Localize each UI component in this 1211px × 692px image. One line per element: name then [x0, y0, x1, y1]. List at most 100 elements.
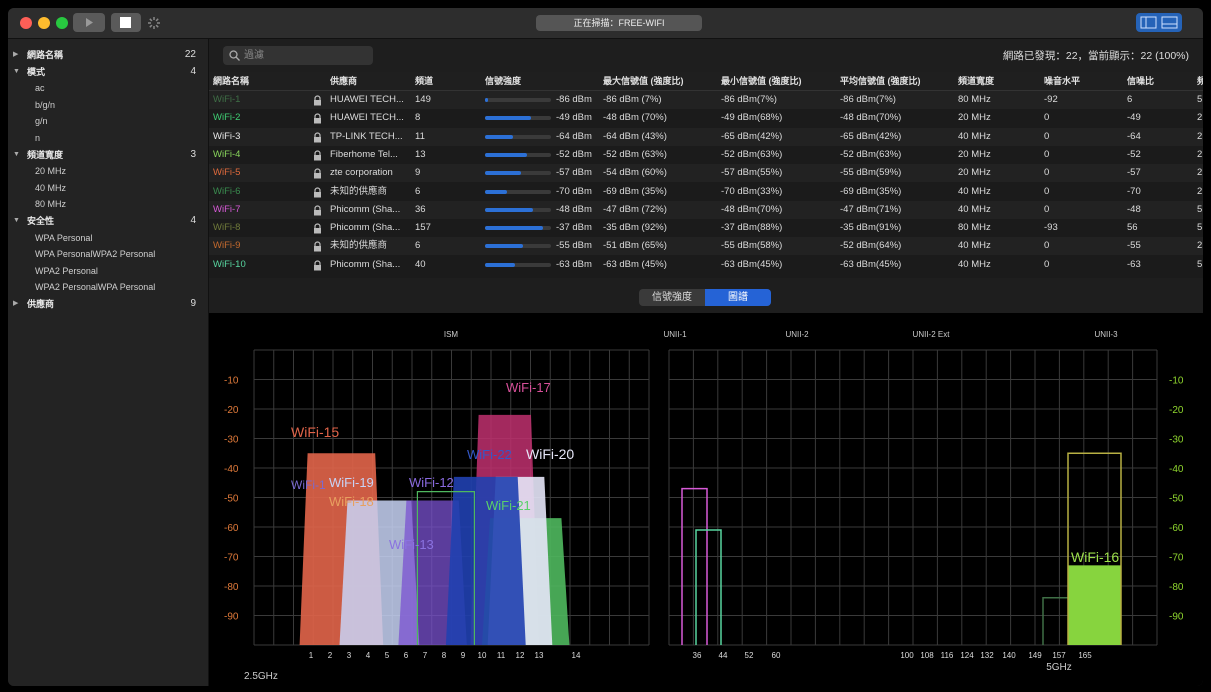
zoom-button[interactable] [56, 17, 68, 29]
disclosure-open-icon[interactable]: ▼ [13, 67, 20, 75]
disclosure-closed-icon[interactable]: ▶ [13, 51, 19, 58]
table-row[interactable]: WiFi-8 Phicomm (Sha... 157 -37 dBm -35 dBm (… [209, 219, 1203, 238]
column-header[interactable]: 平均信號值 (強度比) [840, 76, 921, 86]
series-label: WiFi-1 [291, 478, 326, 492]
column-header[interactable]: 頻 [1197, 76, 1203, 86]
y-tick-label-right: -20 [1169, 405, 1184, 416]
min-signal: -86 dBm(7%) [721, 94, 777, 105]
column-header[interactable]: 頻道 [415, 76, 434, 86]
network-summary: 網路已發現：22，當前顯示：22 (100%) [1002, 50, 1189, 62]
x-tick-label: 124 [960, 651, 974, 660]
vendor: HUAWEI TECH... [330, 112, 404, 124]
table-row[interactable]: WiFi-5 zte corporation 9 -57 dBm -54 dBm (60… [209, 164, 1203, 183]
sidebar-item-label: 供應商 [27, 299, 55, 309]
layout-toggle[interactable] [1136, 13, 1182, 32]
signal-value: -64 dBm [556, 130, 592, 142]
channel-width: 40 MHz [958, 130, 991, 142]
disclosure-open-icon[interactable]: ▼ [13, 150, 20, 158]
sidebar-item[interactable]: ▶ 網路名稱 22 [8, 47, 208, 63]
sidebar-item[interactable]: n [8, 130, 208, 146]
noise-level: 0 [1044, 148, 1050, 160]
x-tick-label: 8 [442, 651, 447, 660]
disclosure-open-icon[interactable]: ▼ [13, 217, 20, 224]
snr: -49 [1127, 112, 1141, 124]
snr: -70 [1127, 185, 1141, 197]
stop-icon [120, 17, 131, 28]
network-table: 網路名稱 供應商 頻道 信號強度 最大信號值 (強度比) 最小信號值 (強度比) 平均信號值… [209, 72, 1203, 278]
signal-bar [485, 244, 551, 249]
x-tick-label: 5 [385, 651, 390, 660]
disclosure-closed-icon[interactable]: ▶ [13, 300, 19, 307]
y-tick-label-left: -90 [224, 612, 239, 623]
column-header[interactable]: 最大信號值 (強度比) [603, 76, 684, 86]
snr: -64 [1127, 130, 1141, 142]
sidebar-item[interactable]: ▶ 供應商 9 [8, 296, 208, 312]
sidebar-item[interactable]: ▼ 頻道寬度 3 [8, 147, 208, 163]
signal-value: -37 dBm [556, 222, 592, 234]
sidebar-item[interactable]: WPA PersonalWPA2 Personal [8, 246, 208, 262]
search-field[interactable]: 過濾 [223, 46, 373, 65]
tab-spectrum[interactable]: 圖譜 [705, 289, 771, 306]
band: 5 [1197, 258, 1203, 270]
lock-icon [314, 205, 321, 216]
max-signal: -63 dBm (45%) [603, 258, 667, 270]
vendor: 未知的供應商 [330, 185, 388, 197]
column-header[interactable]: 供應商 [330, 76, 358, 86]
table-row[interactable]: WiFi-3 TP-LINK TECH... 11 -64 dBm -64 dBm (4… [209, 127, 1203, 146]
sidebar-item[interactable]: ac [8, 80, 208, 96]
sidebar-item[interactable]: g/n [8, 113, 208, 129]
sidebar-item[interactable]: b/g/n [8, 97, 208, 113]
sidebar-item[interactable]: 80 MHz [8, 196, 208, 212]
table-row[interactable]: WiFi-2 HUAWEI TECH... 8 -49 dBm -48 dBm (70%… [209, 109, 1203, 128]
network-name: WiFi-3 [213, 130, 241, 142]
minimize-button[interactable] [38, 17, 50, 29]
table-row[interactable]: WiFi-9 未知的供應商 6 -55 dBm -51 dBm (65%) -55 dBm… [209, 237, 1203, 256]
max-signal: -64 dBm (43%) [603, 130, 667, 142]
table-row[interactable]: WiFi-1 HUAWEI TECH... 149 -86 dBm -86 dBm (7… [209, 91, 1203, 109]
vendor: Phicomm (Sha... [330, 203, 401, 215]
x-tick-label: 7 [423, 651, 428, 660]
x-tick-label: 10 [478, 651, 487, 660]
column-header[interactable]: 信噪比 [1127, 76, 1155, 86]
lock-icon [314, 260, 321, 271]
sidebar-item[interactable]: 40 MHz [8, 180, 208, 196]
sidebar-item[interactable]: ▼ 安全性 4 [8, 213, 208, 229]
band: 5 [1197, 203, 1203, 215]
vendor: Phicomm (Sha... [330, 258, 401, 270]
play-button[interactable] [73, 13, 105, 32]
column-header[interactable]: 最小信號值 (強度比) [721, 76, 802, 86]
signal-bar [485, 226, 551, 231]
sidebar-item[interactable]: WPA Personal [8, 230, 208, 246]
band-region-label: UNII-2 [785, 330, 809, 339]
sidebar-item[interactable]: ▼ 模式 4 [8, 64, 208, 80]
column-header[interactable]: 信號強度 [485, 76, 522, 86]
column-header[interactable]: 網路名稱 [213, 76, 250, 86]
tab-signal-strength[interactable]: 信號強度 [652, 292, 692, 303]
max-signal: -69 dBm (35%) [603, 185, 667, 197]
channel: 157 [415, 222, 431, 234]
column-header[interactable]: 頻道寬度 [958, 76, 995, 86]
signal-bar [485, 207, 551, 212]
table-row[interactable]: WiFi-7 Phicomm (Sha... 36 -48 dBm -47 dBm (7… [209, 200, 1203, 219]
table-row[interactable]: WiFi-6 未知的供應商 6 -70 dBm -69 dBm (35%) -70 dBm… [209, 182, 1203, 201]
table-row[interactable]: WiFi-4 Fiberhome Tel... 13 -52 dBm -52 dBm (… [209, 145, 1203, 164]
sidebar-item[interactable]: WPA2 Personal [8, 263, 208, 279]
lock-icon [314, 95, 321, 106]
band-region-label: UNII-3 [1094, 330, 1118, 339]
sidebar-item-label: n [35, 133, 41, 143]
main-panel: 過濾 網路已發現：22，當前顯示：22 (100%) 網路名稱 供應商 頻道 信號強度… [209, 39, 1203, 686]
column-header[interactable]: 噪音水平 [1044, 76, 1081, 86]
sidebar-item[interactable]: WPA2 PersonalWPA Personal [8, 279, 208, 295]
band-label: 5GHz [1046, 662, 1072, 673]
stop-button[interactable] [111, 13, 141, 32]
sidebar-item-label: 模式 [27, 66, 46, 77]
close-button[interactable] [20, 17, 32, 29]
x-tick-label: 1 [309, 651, 314, 660]
y-tick-label-right: -90 [1169, 612, 1184, 623]
filter-sidebar: ▶ 網路名稱 22 ▼ 模式 4 ac b/g/n g/n n ▼ 頻道寬度 3 20 MHz 40 MHz… [8, 39, 209, 686]
max-signal: -54 dBm (60%) [603, 167, 667, 179]
lock-icon [314, 223, 321, 234]
sidebar-item[interactable]: 20 MHz [8, 163, 208, 179]
table-row[interactable]: WiFi-10 Phicomm (Sha... 40 -63 dBm -63 dBm (… [209, 255, 1203, 274]
avg-signal: -35 dBm(91%) [840, 222, 902, 234]
